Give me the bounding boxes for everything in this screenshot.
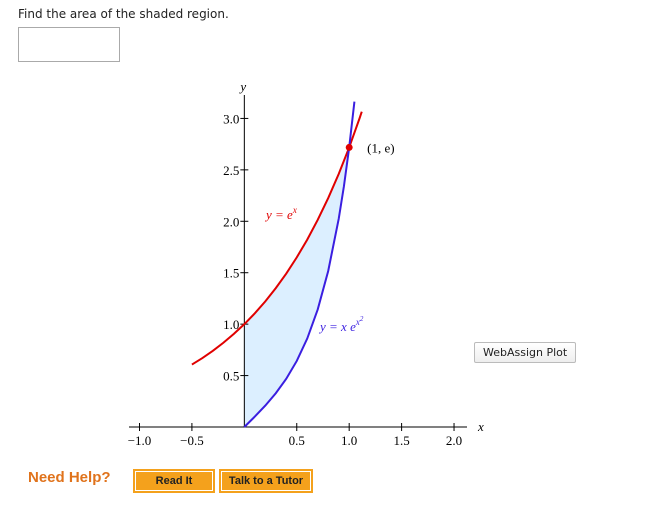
- tutor-button[interactable]: Talk to a Tutor: [219, 469, 313, 493]
- y-tick-label: 2.5: [223, 163, 239, 178]
- need-help: Need Help?: [28, 469, 111, 486]
- x-tick-label: −0.5: [180, 433, 204, 448]
- curve-label-sup: x: [355, 317, 360, 327]
- curve-label-sup2: 2: [360, 315, 364, 323]
- curve-label-sup: x: [292, 205, 297, 215]
- y-tick-label: 2.0: [223, 214, 239, 229]
- x-tick-label: 1.5: [393, 433, 409, 448]
- x-tick-label: 0.5: [289, 433, 305, 448]
- y-tick-label: 0.5: [223, 369, 239, 384]
- curve: [243, 101, 356, 428]
- question: Find the area of the shaded region.: [18, 7, 229, 21]
- y-tick-label: 1.0: [223, 317, 239, 332]
- x-tick-label: −1.0: [128, 433, 152, 448]
- x-tick-label: 1.0: [341, 433, 357, 448]
- y-tick-label: 3.0: [223, 111, 239, 126]
- curve-label: y = ex: [264, 205, 297, 222]
- shaded-region: [244, 147, 350, 428]
- curve-label-text: y = e: [264, 207, 293, 222]
- curve: [191, 111, 363, 366]
- answer-input[interactable]: [18, 27, 120, 62]
- webassign-plot-button[interactable]: WebAssign Plot: [474, 342, 577, 363]
- point: [345, 143, 353, 151]
- curve-label: y = x ex2: [318, 315, 364, 334]
- y-tick-label: 1.5: [223, 266, 239, 281]
- x-tick-label: 2.0: [446, 433, 462, 448]
- y-axis-label: y: [238, 79, 246, 94]
- point-label: (1, e): [367, 140, 394, 155]
- x-axis-label: x: [477, 419, 484, 434]
- read-it-button[interactable]: Read It: [133, 469, 215, 493]
- curve-label-text: y = x e: [318, 319, 356, 334]
